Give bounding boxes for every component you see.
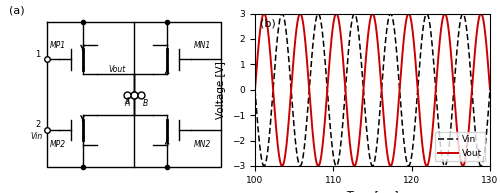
Vout [294,19,300,22]
Vout [388,165,394,167]
Vout [342,81,348,84]
Text: MN1: MN1 [194,41,212,50]
Vout [252,89,258,91]
Text: (a): (a) [8,5,24,15]
Text: Vin: Vin [31,132,43,141]
Vin [388,12,394,15]
Text: MP2: MP2 [50,140,66,149]
Legend: Vin, Vout: Vin, Vout [434,132,486,162]
Vin [446,151,452,153]
Vin [342,96,348,98]
Text: MN2: MN2 [194,140,212,149]
Vin [393,44,399,47]
Text: A: A [125,97,130,106]
Vout [446,26,452,28]
Vin [294,158,300,160]
Text: A: A [125,99,130,108]
Vout [428,150,434,152]
Vin [252,89,258,91]
Vin [405,164,411,167]
Y-axis label: Voltage [V]: Voltage [V] [216,61,226,119]
Vin [428,28,434,30]
Text: (b): (b) [260,18,276,28]
Text: 1: 1 [36,50,41,59]
Vout [261,12,267,15]
Text: B: B [142,99,148,108]
Text: Vout: Vout [108,65,126,74]
Vout [487,89,493,91]
X-axis label: Time [ms]: Time [ms] [346,190,399,193]
Line: Vout: Vout [255,14,490,166]
Text: MP1: MP1 [50,41,66,50]
Vout [405,13,411,15]
Text: 2: 2 [36,120,41,129]
Vin [261,165,267,167]
Line: Vin: Vin [255,14,490,166]
Vin [487,89,493,91]
Vout [393,133,399,135]
